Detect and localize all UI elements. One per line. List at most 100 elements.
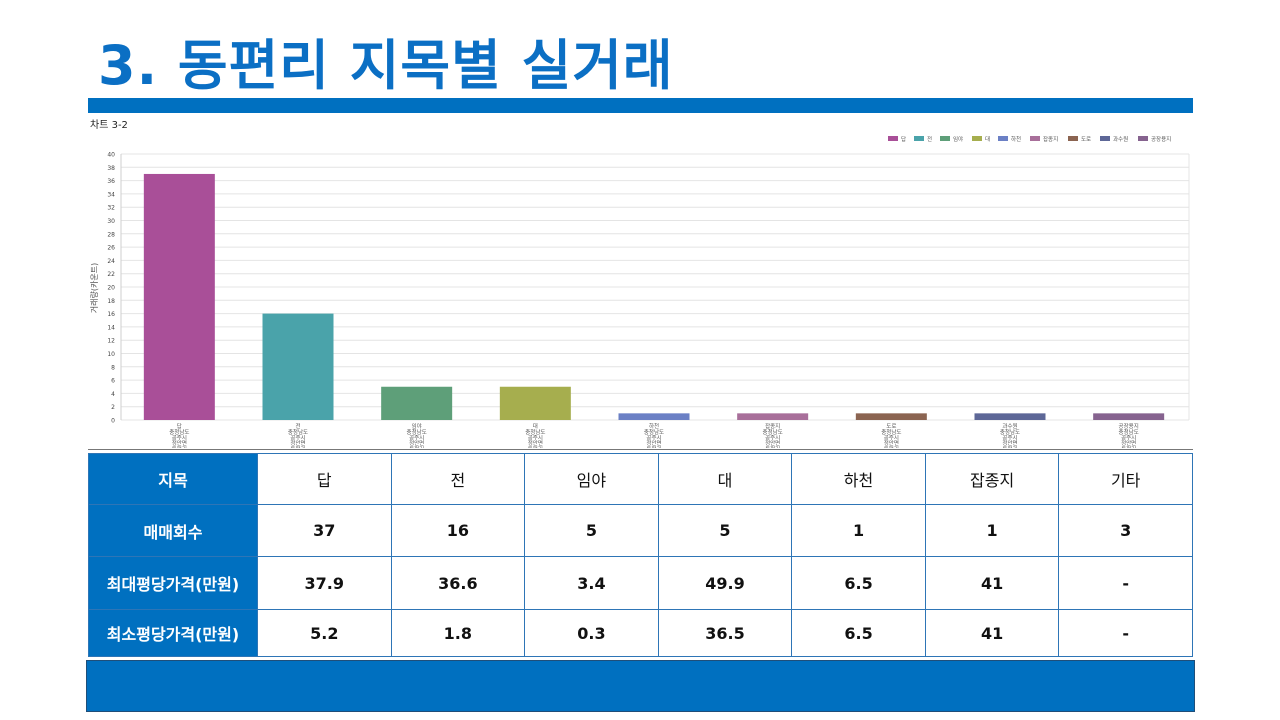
bar-4 <box>499 386 571 420</box>
y-tick-label: 34 <box>107 191 115 198</box>
table-header-cell: 대 <box>657 453 793 505</box>
y-tick-label: 14 <box>107 324 115 331</box>
table-header-cell: 답 <box>257 453 392 505</box>
x-tick-subtext: 정안면 <box>172 439 187 447</box>
y-tick-label: 32 <box>107 205 115 212</box>
table-cell: 6.5 <box>791 609 926 657</box>
x-tick-label: 답 <box>177 423 182 430</box>
x-tick-subtext: 공주시 <box>528 435 543 442</box>
table-header-cell: 잡종지 <box>924 453 1060 505</box>
x-tick-subtext: 충청남도 <box>644 428 664 436</box>
bar-7 <box>855 413 927 420</box>
bar-6 <box>737 413 809 420</box>
chart-label: 차트 3-2 <box>90 120 128 131</box>
table-header-cell: 지목 <box>88 453 258 505</box>
table-cell: 0.3 <box>524 609 659 657</box>
y-tick-label: 16 <box>107 311 115 318</box>
legend-swatch <box>914 136 924 141</box>
y-tick-label: 10 <box>107 351 115 358</box>
table-header-row: 지목 답 전 임야 대 하천 잡종지 기타 <box>88 453 1193 505</box>
y-tick-label: 26 <box>107 245 115 252</box>
table-cell: 5 <box>524 504 659 557</box>
x-tick-subtext: 동편리 <box>765 445 780 448</box>
legend-label: 공장용지 <box>1151 135 1171 143</box>
x-tick-label: 도로 <box>886 423 896 430</box>
table-row: 매매회수 37 16 5 5 1 1 3 <box>88 504 1193 557</box>
table-cell: 36.6 <box>390 556 526 610</box>
footer-bar <box>86 660 1195 712</box>
y-axis-label: 거래량(카운트) <box>89 263 99 313</box>
table-cell: 3.4 <box>524 556 659 610</box>
x-tick-subtext: 동편리 <box>409 445 424 448</box>
y-tick-label: 18 <box>107 298 115 305</box>
y-tick-label: 40 <box>107 152 115 159</box>
legend-label: 대 <box>985 135 990 143</box>
legend-swatch <box>1138 136 1148 141</box>
y-tick-label: 4 <box>111 391 115 398</box>
table-cell: 36.5 <box>657 609 793 657</box>
x-tick-label: 임야 <box>412 422 422 430</box>
y-tick-label: 12 <box>107 338 115 345</box>
table-header-cell: 전 <box>390 453 526 505</box>
x-tick-subtext: 충청남도 <box>763 428 783 436</box>
x-tick-subtext: 공주시 <box>1121 435 1136 442</box>
bar-8 <box>974 413 1046 420</box>
x-tick-subtext: 충청남도 <box>169 428 189 436</box>
table-cell: 41 <box>924 556 1060 610</box>
x-tick-subtext: 동편리 <box>528 445 543 448</box>
chart-divider <box>88 449 1193 450</box>
price-table: 지목 답 전 임야 대 하천 잡종지 기타 매매회수 37 16 5 5 1 1… <box>88 453 1193 657</box>
legend-swatch <box>1030 136 1040 141</box>
y-tick-label: 30 <box>107 218 115 225</box>
x-tick-label: 전 <box>295 422 300 430</box>
x-tick-subtext: 동편리 <box>884 445 899 448</box>
x-tick-subtext: 동편리 <box>172 445 187 448</box>
y-tick-label: 28 <box>107 231 115 238</box>
x-tick-subtext: 동편리 <box>1002 445 1017 448</box>
x-tick-subtext: 충청남도 <box>407 428 427 436</box>
y-tick-label: 24 <box>107 258 115 265</box>
x-tick-subtext: 공주시 <box>765 435 780 442</box>
legend-label: 전 <box>927 135 932 143</box>
chart-grid <box>120 153 1190 421</box>
table-row: 최대평당가격(만원) 37.9 36.6 3.4 49.9 6.5 41 - <box>88 556 1193 610</box>
legend-label: 과수원 <box>1113 135 1128 143</box>
x-tick-subtext: 충청남도 <box>881 428 901 436</box>
y-tick-label: 20 <box>107 285 115 292</box>
x-tick-subtext: 정안면 <box>1121 439 1136 447</box>
y-tick-label: 0 <box>111 418 115 425</box>
table-cell: 16 <box>390 504 526 557</box>
legend-swatch <box>972 136 982 141</box>
legend-swatch <box>998 136 1008 141</box>
table-cell: 6.5 <box>791 556 926 610</box>
x-tick-subtext: 공주시 <box>172 435 187 442</box>
x-tick-subtext: 충청남도 <box>1119 428 1139 436</box>
table-header-cell: 기타 <box>1058 453 1193 505</box>
x-tick-subtext: 공주시 <box>1002 435 1017 442</box>
table-cell: 1 <box>791 504 926 557</box>
y-tick-label: 38 <box>107 165 115 172</box>
legend-swatch <box>888 136 898 141</box>
table-cell: 3 <box>1058 504 1193 557</box>
x-tick-subtext: 동편리 <box>646 445 661 448</box>
table-cell: 5 <box>657 504 793 557</box>
table-cell: 37 <box>257 504 392 557</box>
x-tick-label: 과수원 <box>1002 422 1017 430</box>
table-cell: 41 <box>924 609 1060 657</box>
x-axis-ticks: 답충청남도공주시정안면동편리 전충청남도공주시정안면동편리 임야충청남도공주시정안면… <box>169 422 1139 448</box>
table-cell: - <box>1058 556 1193 610</box>
table-cell: 49.9 <box>657 556 793 610</box>
legend-label: 임야 <box>953 135 963 143</box>
legend-swatch <box>1100 136 1110 141</box>
row-label: 최소평당가격(만원) <box>88 609 258 657</box>
x-tick-subtext: 공주시 <box>646 435 661 442</box>
table-cell: 1.8 <box>390 609 526 657</box>
row-label: 최대평당가격(만원) <box>88 556 258 610</box>
x-tick-subtext: 정안면 <box>765 439 780 447</box>
y-tick-label: 6 <box>111 378 115 385</box>
legend-label: 도로 <box>1081 136 1091 143</box>
chart-legend: 답 전 임야 대 하천 잡종지 도로 과수원 공장용지 <box>888 135 1171 143</box>
legend-label: 답 <box>901 136 906 143</box>
